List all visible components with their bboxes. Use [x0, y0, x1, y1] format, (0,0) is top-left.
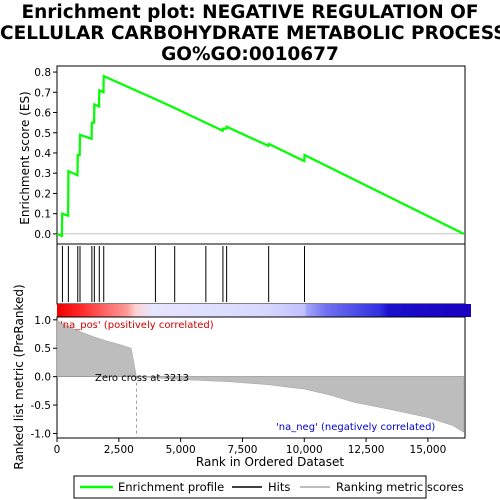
es-y-tick-label: 0.3	[34, 168, 51, 180]
x-axis-ticks: 0 2,500 5,000 7,500 10,000 12,500 15,000	[54, 438, 447, 456]
es-y-tick-label: 0.6	[34, 108, 51, 120]
ranked-y-tick-label: -1.0	[31, 428, 52, 440]
ranked-y-tick-label: 0.5	[34, 343, 51, 355]
x-axis-label: Rank in Ordered Dataset	[196, 455, 344, 469]
legend-hits-label: Hits	[268, 480, 290, 494]
es-y-ticks: 0.0 0.1 0.2 0.3 0.4 0.5 0.6 0.7 0.8	[34, 67, 57, 241]
es-y-tick-label: 0.2	[34, 188, 51, 200]
ranked-y-tick-label: 0.0	[34, 372, 51, 384]
es-y-axis-label: Enrichment score (ES)	[18, 91, 32, 224]
es-y-tick-label: 0.5	[34, 128, 51, 140]
es-y-tick-label: 0.0	[34, 229, 51, 241]
ranked-y-ticks: 1.0 0.5 0.0 -0.5 -1.0	[31, 315, 58, 441]
es-y-tick-label: 0.1	[34, 209, 51, 221]
ranked-y-axis-label: Ranked list metric (PreRanked)	[12, 284, 26, 469]
legend-metric-label: Ranking metric scores	[336, 480, 464, 494]
x-tick-label: 2,500	[104, 444, 134, 456]
pos-label: 'na_pos' (positively correlated)	[60, 320, 214, 331]
legend-profile-label: Enrichment profile	[118, 480, 224, 494]
ranking-heat-bar	[57, 304, 471, 317]
x-tick-label: 0	[54, 444, 61, 456]
neg-label: 'na_neg' (negatively correlated)	[276, 422, 435, 433]
x-tick-label: 15,000	[410, 444, 447, 456]
es-y-tick-label: 0.7	[34, 87, 51, 99]
zero-cross-label: Zero cross at 3213	[95, 373, 189, 384]
hits-panel-frame	[57, 244, 465, 304]
x-tick-label: 5,000	[166, 444, 196, 456]
ranked-y-tick-label: -0.5	[31, 400, 52, 412]
es-y-tick-label: 0.4	[34, 148, 51, 160]
es-y-tick-label: 0.8	[34, 67, 51, 79]
es-panel-frame	[57, 66, 465, 244]
x-tick-label: 12,500	[348, 444, 385, 456]
ranked-y-tick-label: 1.0	[34, 315, 51, 327]
